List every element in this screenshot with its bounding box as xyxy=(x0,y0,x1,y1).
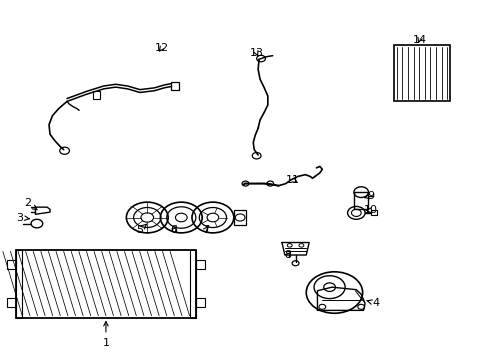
Text: 3: 3 xyxy=(16,212,29,222)
Bar xyxy=(393,45,449,100)
Bar xyxy=(196,260,204,269)
Bar xyxy=(7,298,16,307)
Text: 6: 6 xyxy=(170,225,177,235)
Bar xyxy=(233,210,245,225)
Text: 2: 2 xyxy=(24,198,37,210)
Bar xyxy=(7,260,16,269)
Text: 7: 7 xyxy=(202,225,209,235)
Bar xyxy=(190,249,196,318)
Bar xyxy=(353,192,368,209)
Text: 1: 1 xyxy=(102,321,109,347)
Text: 11: 11 xyxy=(285,175,300,185)
Text: 10: 10 xyxy=(363,205,377,215)
Bar xyxy=(16,249,196,318)
Text: 4: 4 xyxy=(366,298,379,308)
Text: 9: 9 xyxy=(364,191,374,201)
Text: 13: 13 xyxy=(249,48,263,58)
Text: 12: 12 xyxy=(155,43,168,53)
Bar xyxy=(196,298,204,307)
Text: 5: 5 xyxy=(136,224,146,235)
Bar xyxy=(93,91,100,99)
Text: 14: 14 xyxy=(412,35,426,45)
Bar xyxy=(370,210,376,215)
Text: 8: 8 xyxy=(284,250,291,260)
Bar xyxy=(170,82,179,90)
Bar xyxy=(16,249,22,318)
